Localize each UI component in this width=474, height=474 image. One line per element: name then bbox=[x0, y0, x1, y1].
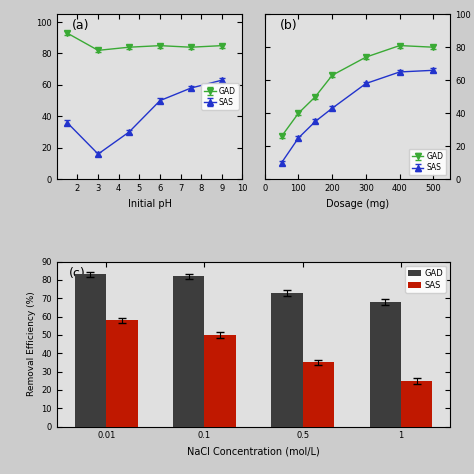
Y-axis label: Removal Efficiency (%): Removal Efficiency (%) bbox=[27, 292, 36, 396]
X-axis label: Dosage (mg): Dosage (mg) bbox=[326, 199, 389, 209]
Text: (c): (c) bbox=[69, 266, 85, 280]
Bar bbox=[401, 381, 432, 427]
Bar bbox=[173, 276, 204, 427]
Bar bbox=[75, 274, 106, 427]
Text: (b): (b) bbox=[280, 19, 297, 32]
Bar bbox=[271, 293, 303, 427]
Bar bbox=[204, 335, 236, 427]
Bar bbox=[106, 320, 137, 427]
X-axis label: Initial pH: Initial pH bbox=[128, 199, 172, 209]
Bar bbox=[303, 363, 334, 427]
Text: (a): (a) bbox=[72, 19, 89, 32]
Legend: GAD, SAS: GAD, SAS bbox=[201, 83, 238, 110]
Legend: GAD, SAS: GAD, SAS bbox=[409, 149, 447, 175]
X-axis label: NaCl Concentration (mol/L): NaCl Concentration (mol/L) bbox=[187, 446, 320, 456]
Bar bbox=[370, 302, 401, 427]
Legend: GAD, SAS: GAD, SAS bbox=[405, 266, 446, 293]
